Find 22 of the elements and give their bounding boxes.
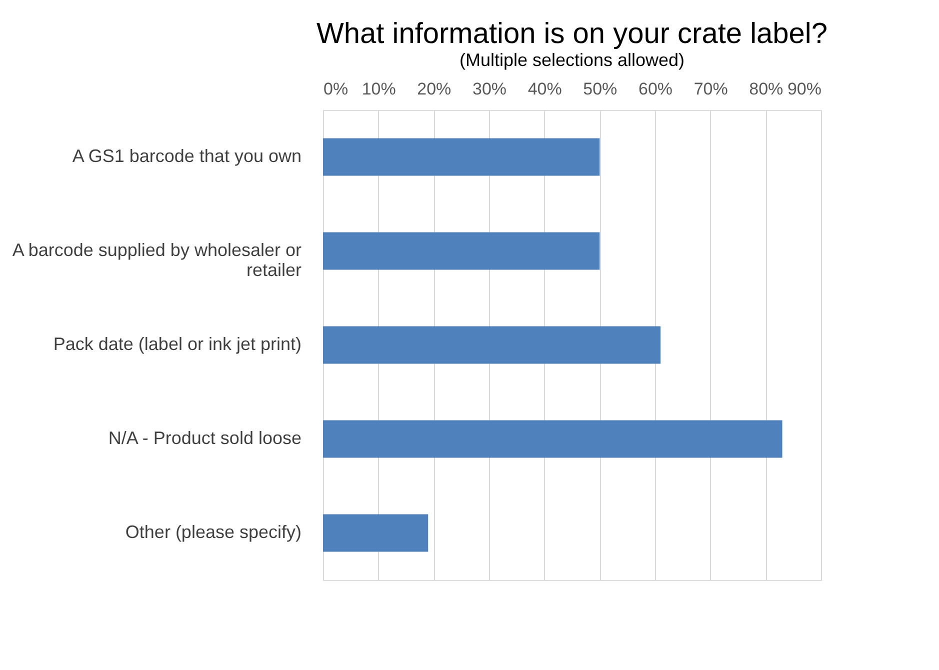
x-tick-label: 80% (749, 80, 784, 98)
bar (323, 138, 600, 176)
x-tick-label: 70% (694, 80, 728, 98)
bar (323, 514, 428, 552)
x-tick-label: 0% (324, 80, 348, 98)
bar (323, 326, 661, 364)
bar (323, 232, 600, 270)
y-tick-label: A GS1 barcode that you own (72, 146, 302, 166)
x-tick-label: 40% (528, 80, 562, 98)
y-tick-label: N/A - Product sold loose (108, 428, 302, 448)
chart-title: What information is on your crate label? (316, 18, 828, 50)
x-tick-label: 20% (417, 80, 452, 98)
x-tick-label: 90% (787, 80, 822, 98)
y-tick-label: A barcode supplied by wholesaler or retailer (12, 240, 302, 280)
y-tick-label: Pack date (label or ink jet print) (53, 334, 302, 354)
y-tick-label: Other (please specify) (125, 522, 302, 542)
x-tick-label: 50% (583, 80, 618, 98)
x-tick-label: 30% (472, 80, 507, 98)
chart-subtitle: (Multiple selections allowed) (459, 50, 685, 70)
x-tick-label: 10% (362, 80, 396, 98)
x-tick-label: 60% (638, 80, 673, 98)
bar (323, 420, 782, 458)
